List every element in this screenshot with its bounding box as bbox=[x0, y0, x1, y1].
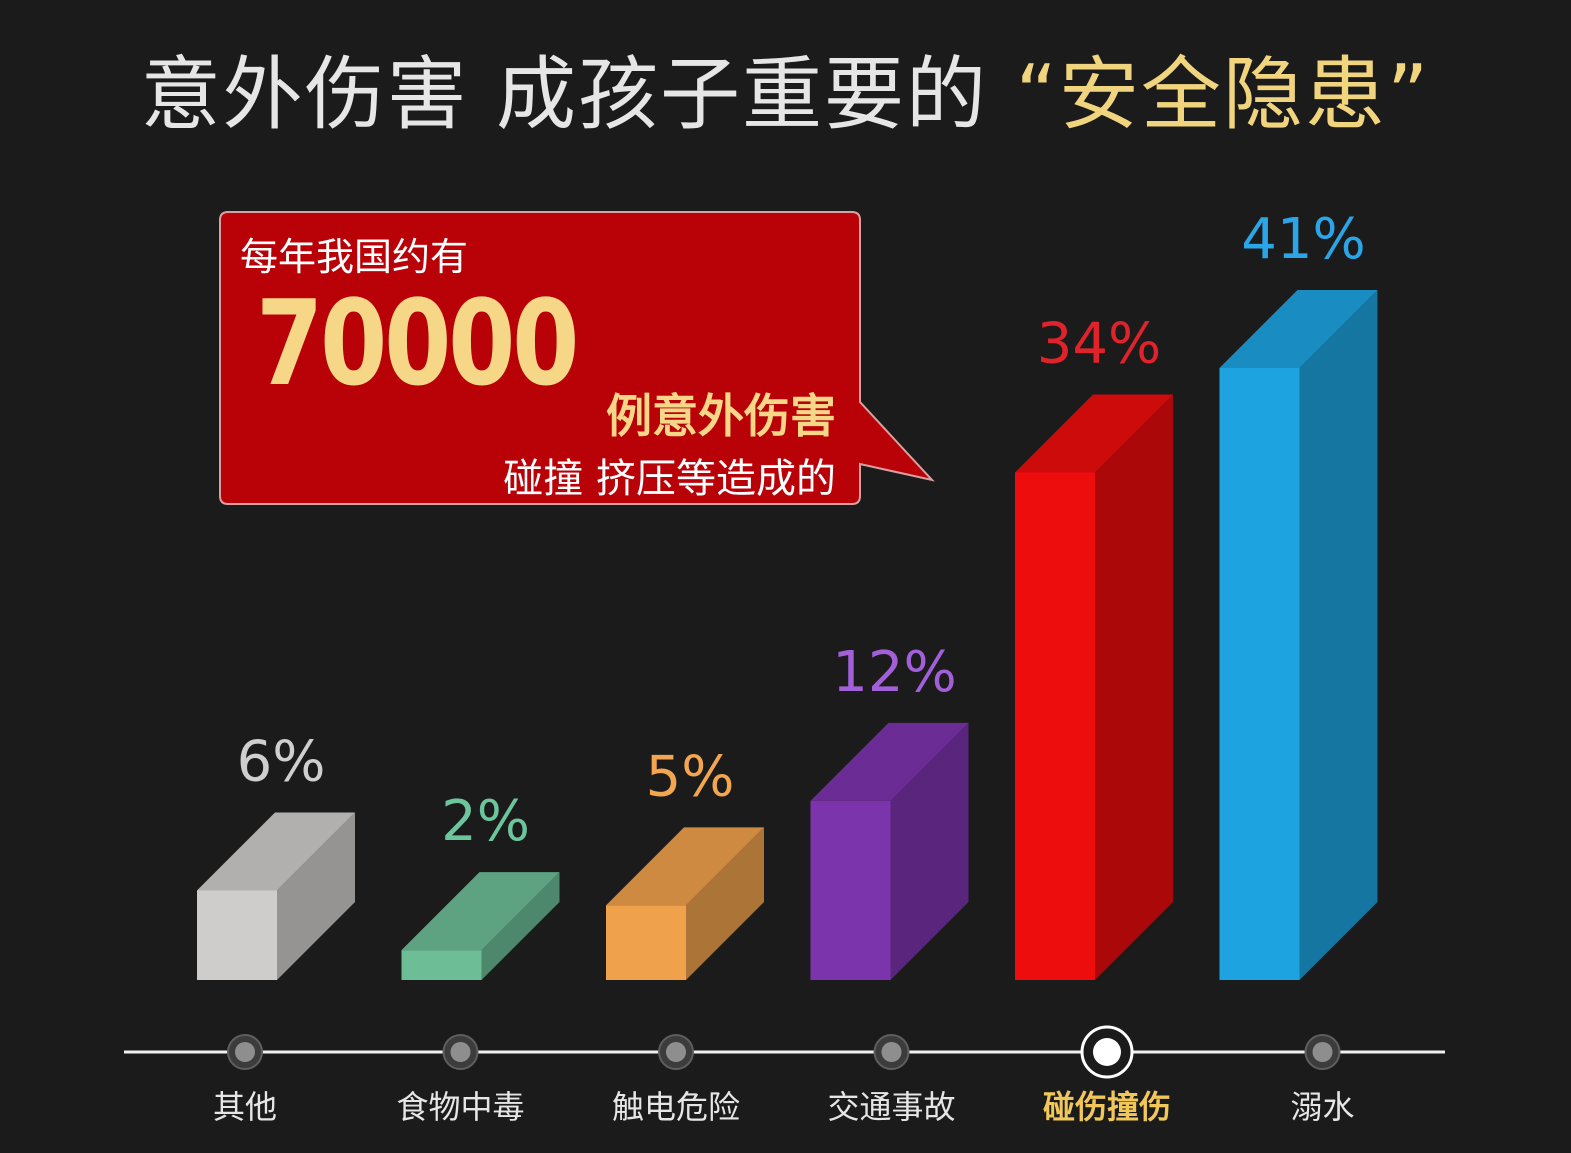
category-label-electric-shock[interactable]: 触电危险 bbox=[612, 1088, 740, 1126]
category-label-drowning[interactable]: 溺水 bbox=[1290, 1088, 1354, 1126]
bar-side-face bbox=[890, 722, 969, 980]
callout-box: 每年我国约有 70000 例意外伤害 碰撞 挤压等造成的 bbox=[219, 211, 935, 505]
bar-front-face bbox=[1015, 472, 1095, 980]
callout-bubble-shape bbox=[219, 211, 935, 505]
bar-front-face bbox=[1219, 368, 1300, 980]
callout-line-3: 例意外伤害 bbox=[606, 389, 836, 443]
bar-top-face bbox=[401, 872, 560, 951]
timeline-node-electric-shock[interactable] bbox=[658, 1034, 694, 1070]
bar-side-face bbox=[481, 872, 560, 980]
callout-number: 70000 bbox=[256, 274, 580, 412]
bar-bump-injury bbox=[1015, 394, 1173, 980]
value-label-drowning: 41% bbox=[1241, 207, 1365, 272]
bar-top-face bbox=[606, 827, 764, 906]
callout-line-4: 碰撞 挤压等造成的 bbox=[503, 456, 836, 502]
bar-side-face bbox=[1299, 290, 1378, 980]
bar-side-face bbox=[277, 812, 355, 980]
bar-front-face bbox=[606, 905, 686, 980]
bar-front-face bbox=[810, 800, 891, 980]
category-labels-layer: 其他 食物中毒 触电危险 交通事故 碰伤撞伤 溺水 bbox=[213, 1088, 1355, 1126]
timeline-node-bump-injury[interactable] bbox=[1080, 1025, 1134, 1079]
category-label-bump-injury[interactable]: 碰伤撞伤 bbox=[1043, 1088, 1171, 1126]
bar-drowning bbox=[1219, 290, 1378, 980]
callout-line-1: 每年我国约有 bbox=[240, 235, 469, 279]
category-label-traffic-accident[interactable]: 交通事故 bbox=[827, 1088, 955, 1126]
timeline-node-drowning[interactable] bbox=[1304, 1034, 1341, 1070]
bar-side-face bbox=[686, 827, 764, 980]
chart-title: 意外伤害 成孩子重要的 “安全隐患” bbox=[0, 30, 1571, 146]
category-label-food-poisoning[interactable]: 食物中毒 bbox=[396, 1088, 524, 1126]
value-label-food-poisoning: 2% bbox=[441, 789, 530, 854]
title-highlight: “安全隐患” bbox=[1015, 48, 1431, 141]
bar-front-face bbox=[401, 950, 482, 980]
value-label-bump-injury: 34% bbox=[1037, 311, 1161, 376]
bar-top-face bbox=[1015, 394, 1173, 473]
bar-top-face bbox=[197, 812, 355, 891]
bar-traffic-accident bbox=[810, 722, 969, 980]
value-label-traffic-accident: 12% bbox=[832, 640, 956, 705]
value-label-other: 6% bbox=[237, 729, 326, 794]
bars-layer bbox=[197, 290, 1378, 980]
timeline-node-traffic-accident[interactable] bbox=[873, 1034, 910, 1070]
bar-food-poisoning bbox=[401, 872, 560, 980]
bar-top-face bbox=[1219, 290, 1378, 368]
value-label-electric-shock: 5% bbox=[646, 744, 735, 809]
bar-electric-shock bbox=[606, 827, 764, 980]
timeline-node-food-poisoning[interactable] bbox=[442, 1034, 479, 1070]
bar-front-face bbox=[197, 890, 277, 980]
timeline-node-other[interactable] bbox=[227, 1034, 263, 1070]
timeline-nodes bbox=[227, 1025, 1341, 1079]
value-labels-layer: 6% 2% 5% 12% 34% 41% bbox=[237, 207, 1366, 854]
title-main: 意外伤害 成孩子重要的 bbox=[140, 48, 989, 141]
category-label-other[interactable]: 其他 bbox=[213, 1088, 277, 1126]
bar-side-face bbox=[1095, 394, 1173, 980]
bar-other bbox=[197, 812, 355, 980]
bar-top-face bbox=[810, 722, 969, 801]
